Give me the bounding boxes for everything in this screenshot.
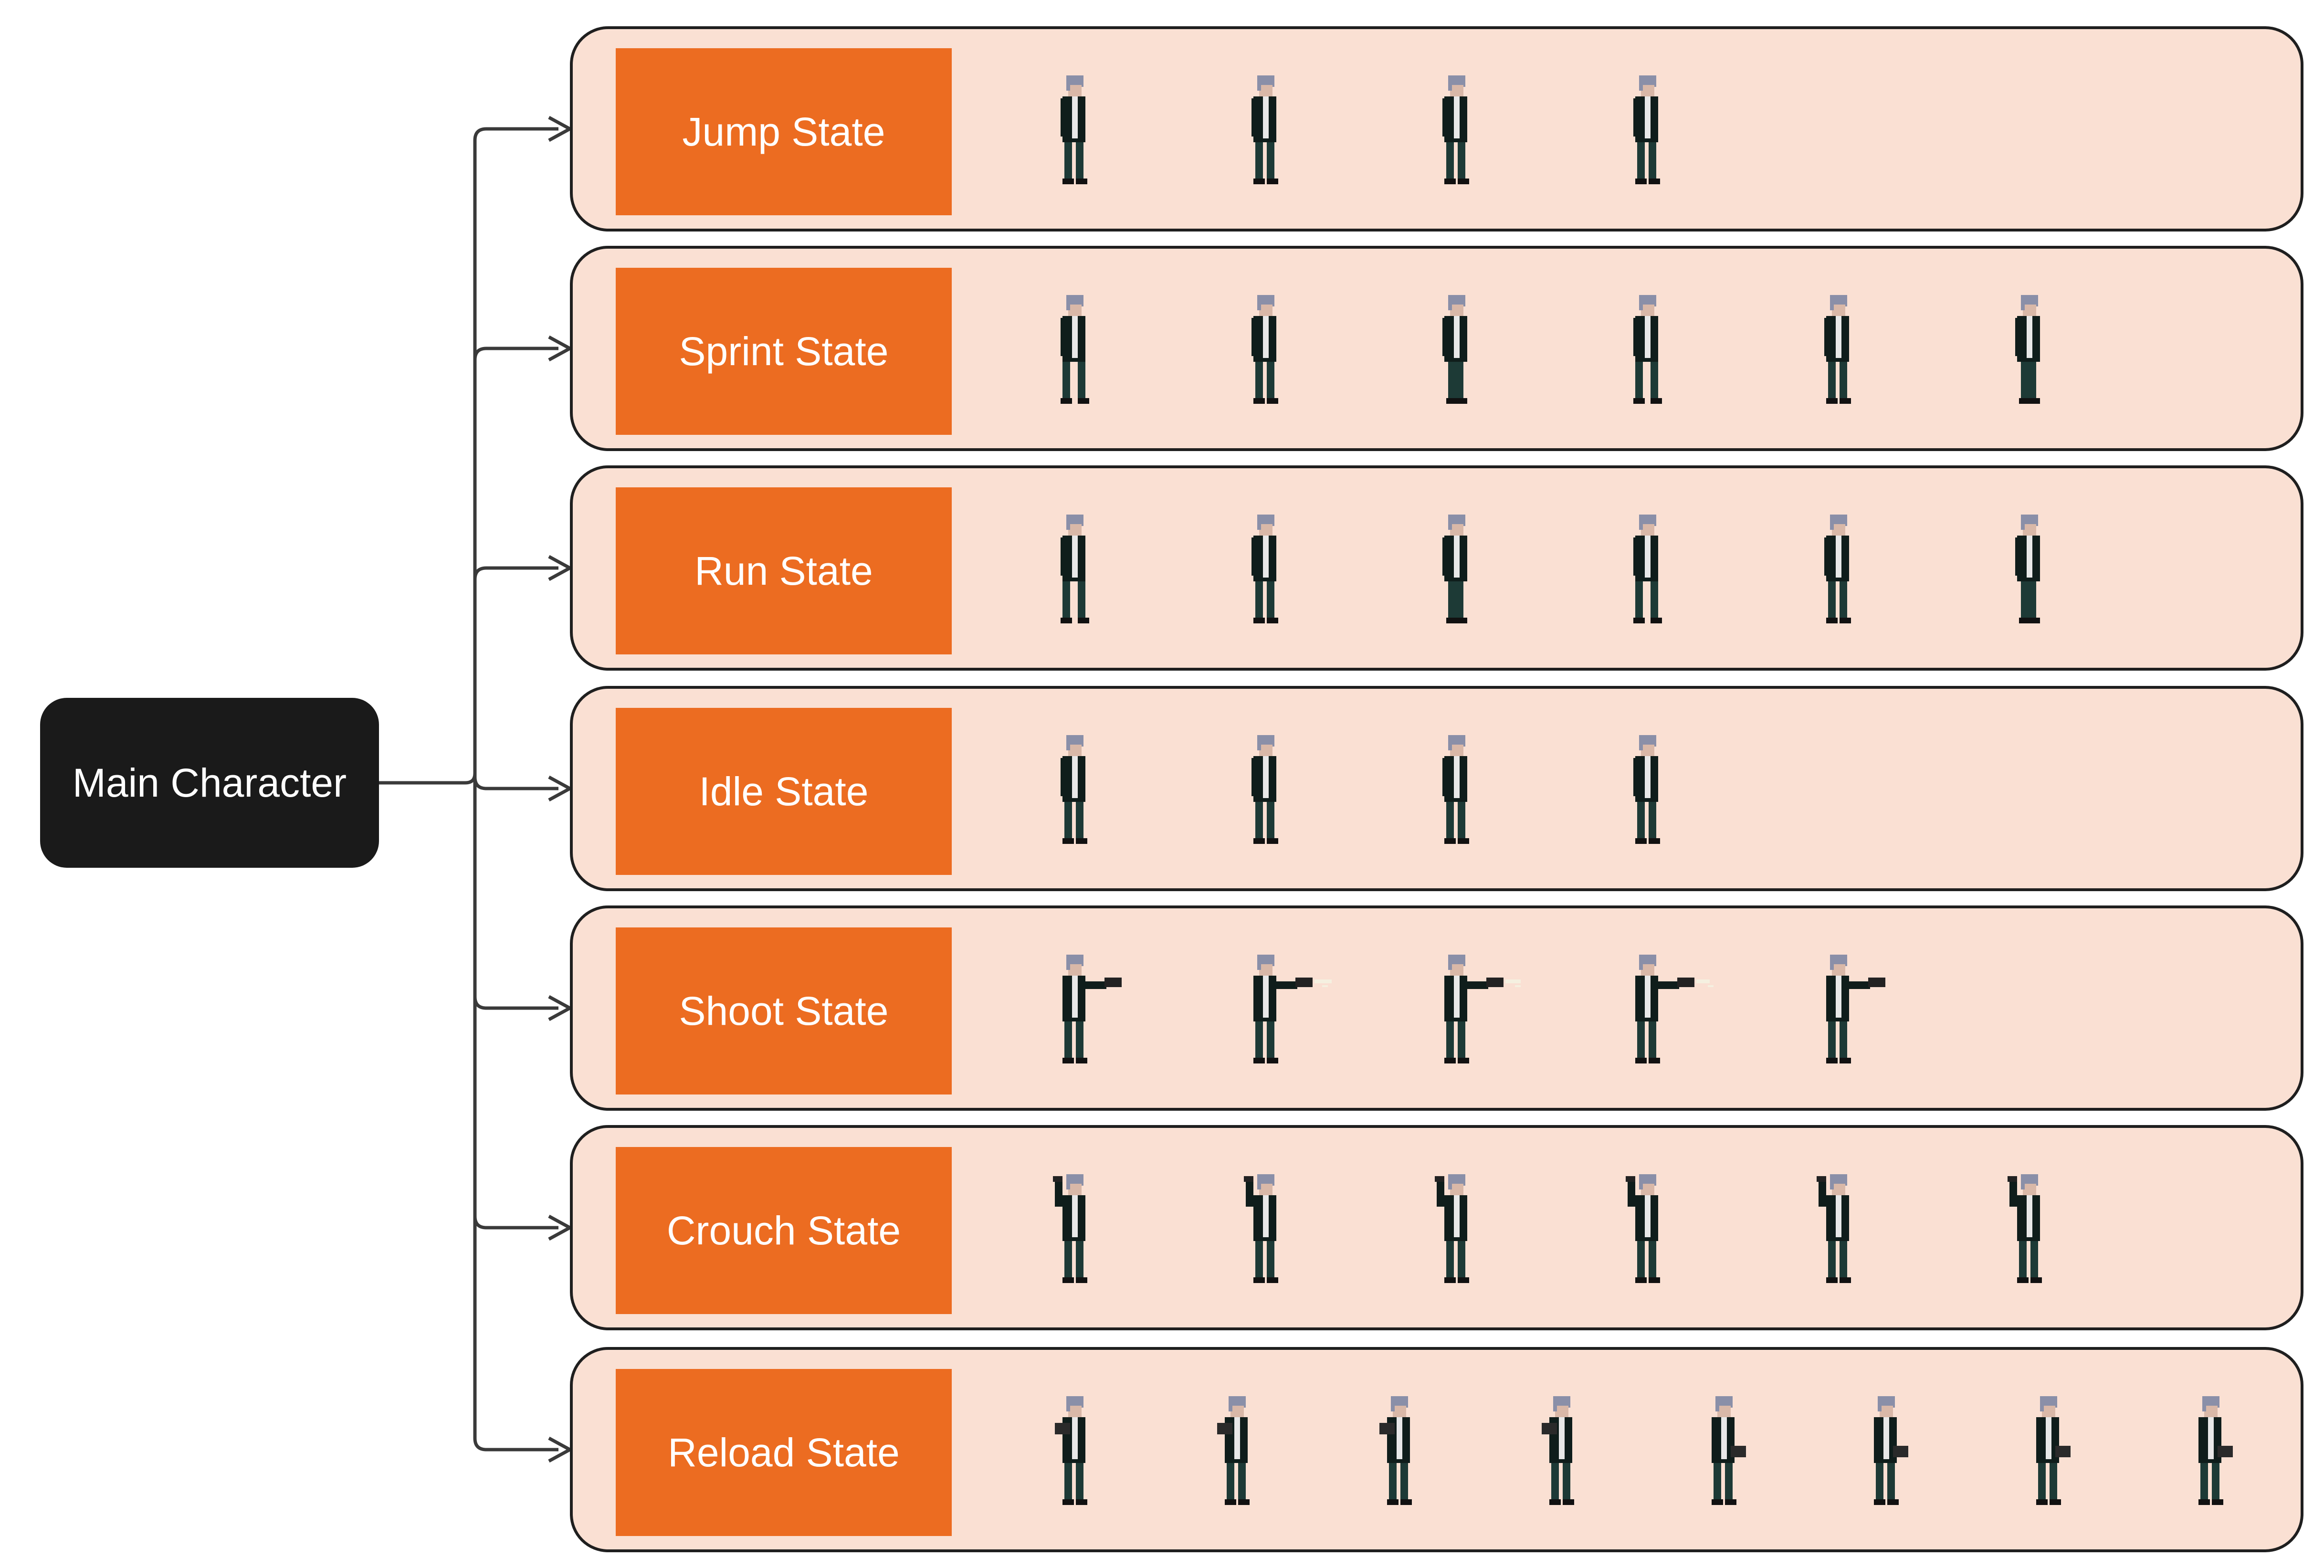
state-label-text: Shoot State <box>679 988 889 1033</box>
state-label-box: Idle State <box>616 708 952 875</box>
sprite-frame-run <box>1061 515 1089 623</box>
state-label-text: Jump State <box>682 109 885 154</box>
branch-line-idle-state <box>473 777 558 790</box>
sprite-frame-shoot <box>1444 955 1521 1063</box>
sprite-frame-shoot <box>1062 955 1122 1063</box>
sprite-frame-run <box>1633 515 1662 623</box>
branch-line-jump-state <box>473 127 558 141</box>
root-node-main-character: Main Character <box>40 698 379 868</box>
state-label-box: Shoot State <box>616 927 952 1094</box>
sprite-frame-wave <box>1053 1174 1087 1283</box>
sprite-frame-idle <box>1442 735 1469 844</box>
state-label-text: Run State <box>694 548 873 593</box>
sprite-frame-run <box>1442 295 1467 404</box>
sprite-frame-run <box>1633 295 1662 404</box>
sprite-frame-wave <box>2008 1174 2042 1283</box>
state-label-box: Jump State <box>616 48 952 215</box>
sprite-frame-reload <box>1712 1396 1746 1505</box>
state-row-crouch-state: Crouch State <box>570 1125 2303 1330</box>
state-label-text: Idle State <box>699 768 869 814</box>
sprite-frame-idle <box>1061 75 1087 184</box>
state-row-sprint-state: Sprint State <box>570 246 2303 451</box>
sprite-frame-run <box>1824 295 1851 404</box>
branch-line-sprint-state <box>473 347 558 360</box>
sprite-frame-run <box>2015 295 2040 404</box>
sprite-frame-idle <box>1061 735 1087 844</box>
sprite-frame-idle <box>1442 75 1469 184</box>
branch-line-run-state <box>473 566 558 580</box>
sprite-frame-reload <box>1217 1396 1250 1505</box>
state-row-shoot-state: Shoot State <box>570 905 2303 1111</box>
state-row-jump-state: Jump State <box>570 26 2303 232</box>
state-label-box: Sprint State <box>616 268 952 435</box>
sprite-frame-reload <box>2198 1396 2233 1505</box>
branch-line-crouch-state <box>473 1216 558 1230</box>
state-label-text: Sprint State <box>679 328 889 374</box>
state-label-text: Reload State <box>668 1430 900 1475</box>
sprite-frame-shoot <box>1826 955 1885 1063</box>
sprite-frame-idle <box>1251 75 1278 184</box>
sprite-frame-shoot <box>1253 955 1332 1063</box>
sprite-frame-run <box>1061 295 1089 404</box>
sprite-frame-wave <box>1244 1174 1278 1283</box>
branch-line-shoot-state <box>473 996 558 1010</box>
state-row-idle-state: Idle State <box>570 686 2303 891</box>
sprite-frame-run <box>1251 295 1278 404</box>
connector-joint <box>465 773 477 785</box>
state-label-box: Run State <box>616 487 952 654</box>
state-label-text: Crouch State <box>666 1208 901 1253</box>
sprite-frame-reload <box>1542 1396 1574 1505</box>
sprite-frame-run <box>1251 515 1278 623</box>
sprite-frame-idle <box>1251 735 1278 844</box>
sprite-frame-run <box>1824 515 1851 623</box>
root-node-label: Main Character <box>72 760 347 805</box>
state-label-box: Reload State <box>616 1369 952 1536</box>
sprite-frame-reload <box>2036 1396 2071 1505</box>
sprite-frame-idle <box>1633 735 1660 844</box>
sprite-frame-shoot <box>1635 955 1714 1063</box>
sprite-frame-wave <box>1435 1174 1469 1283</box>
sprite-frame-idle <box>1633 75 1660 184</box>
sprite-frame-wave <box>1817 1174 1851 1283</box>
sprite-frame-reload <box>1874 1396 1908 1505</box>
sprite-frame-run <box>2015 515 2040 623</box>
state-label-box: Crouch State <box>616 1147 952 1314</box>
state-row-run-state: Run State <box>570 465 2303 671</box>
sprite-frame-reload <box>1379 1396 1412 1505</box>
sprite-frame-wave <box>1626 1174 1660 1283</box>
state-row-reload-state: Reload State <box>570 1347 2303 1552</box>
sprite-frame-reload <box>1055 1396 1087 1505</box>
branch-line-reload-state <box>473 1438 558 1452</box>
sprite-frame-run <box>1442 515 1467 623</box>
